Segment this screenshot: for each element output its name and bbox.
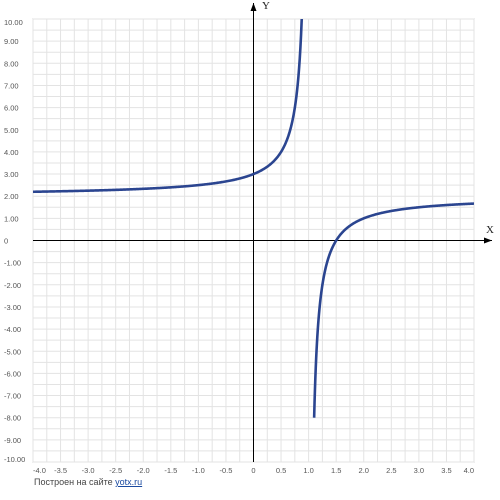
y-tick-label: -6.00 bbox=[4, 369, 21, 378]
x-tick-label: 2.5 bbox=[386, 466, 396, 475]
y-tick-label: 4.00 bbox=[4, 148, 19, 157]
y-tick-label: 10.00 bbox=[4, 18, 23, 27]
x-tick-label: 3.0 bbox=[414, 466, 424, 475]
x-tick-label: -2.5 bbox=[109, 466, 122, 475]
x-tick-label: -1.5 bbox=[164, 466, 177, 475]
y-tick-label: -10.00 bbox=[4, 455, 25, 464]
x-tick-label: 3.5 bbox=[441, 466, 451, 475]
y-tick-label: -4.00 bbox=[4, 325, 21, 334]
y-axis-arrow bbox=[250, 3, 257, 11]
y-tick-label: 3.00 bbox=[4, 170, 19, 179]
x-tick-label: 4.0 bbox=[464, 466, 474, 475]
y-tick-label: 1.00 bbox=[4, 214, 19, 223]
y-tick-label: 0 bbox=[4, 237, 8, 246]
series-layer bbox=[33, 19, 474, 418]
y-tick-label: -7.00 bbox=[4, 392, 21, 401]
y-tick-label: 6.00 bbox=[4, 104, 19, 113]
x-tick-label: 0.5 bbox=[276, 466, 286, 475]
footer-link[interactable]: yotx.ru bbox=[115, 477, 143, 487]
axes bbox=[33, 3, 492, 462]
y-tick-label: 9.00 bbox=[4, 37, 19, 46]
y-tick-label: -8.00 bbox=[4, 414, 21, 423]
x-tick-label: -1.0 bbox=[192, 466, 205, 475]
y-tick-label: 2.00 bbox=[4, 192, 19, 201]
x-tick-label: -0.5 bbox=[219, 466, 232, 475]
x-tick-label: -3.0 bbox=[82, 466, 95, 475]
y-tick-label: 5.00 bbox=[4, 126, 19, 135]
y-tick-label: -1.00 bbox=[4, 259, 21, 268]
y-tick-label: -5.00 bbox=[4, 347, 21, 356]
x-tick-label: 0 bbox=[251, 466, 255, 475]
x-axis-label: X bbox=[486, 224, 494, 236]
tick-labels: -4.0 -3.5 -3.0 -2.5 -2.0 -1.5 -1.0 -0.5 0 0.5 1.0 1… bbox=[4, 18, 474, 475]
series-line-2 bbox=[312, 202, 474, 418]
y-axis-label: Y bbox=[262, 0, 270, 12]
x-tick-label: -2.0 bbox=[137, 466, 150, 475]
x-tick-label: -3.5 bbox=[54, 466, 67, 475]
y-tick-label: -3.00 bbox=[4, 303, 21, 312]
series-line-1 bbox=[33, 19, 304, 194]
y-tick-label: 7.00 bbox=[4, 81, 19, 90]
y-tick-label: -9.00 bbox=[4, 436, 21, 445]
x-tick-label: 1.0 bbox=[303, 466, 313, 475]
x-tick-label: 1.5 bbox=[331, 466, 341, 475]
x-tick-label: -4.0 bbox=[33, 466, 46, 475]
x-axis-arrow bbox=[484, 237, 492, 244]
x-tick-label: 2.0 bbox=[359, 466, 369, 475]
footer: Построен на сайте yotx.ru bbox=[34, 477, 142, 487]
y-tick-label: -2.00 bbox=[4, 281, 21, 290]
y-tick-label: 8.00 bbox=[4, 59, 19, 68]
footer-prefix: Построен на сайте bbox=[34, 477, 113, 487]
